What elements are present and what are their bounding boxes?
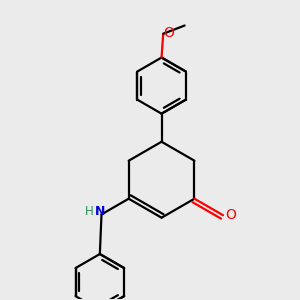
Text: O: O bbox=[164, 26, 175, 40]
Text: N: N bbox=[95, 205, 105, 218]
Text: O: O bbox=[225, 208, 236, 222]
Text: H: H bbox=[85, 205, 93, 218]
